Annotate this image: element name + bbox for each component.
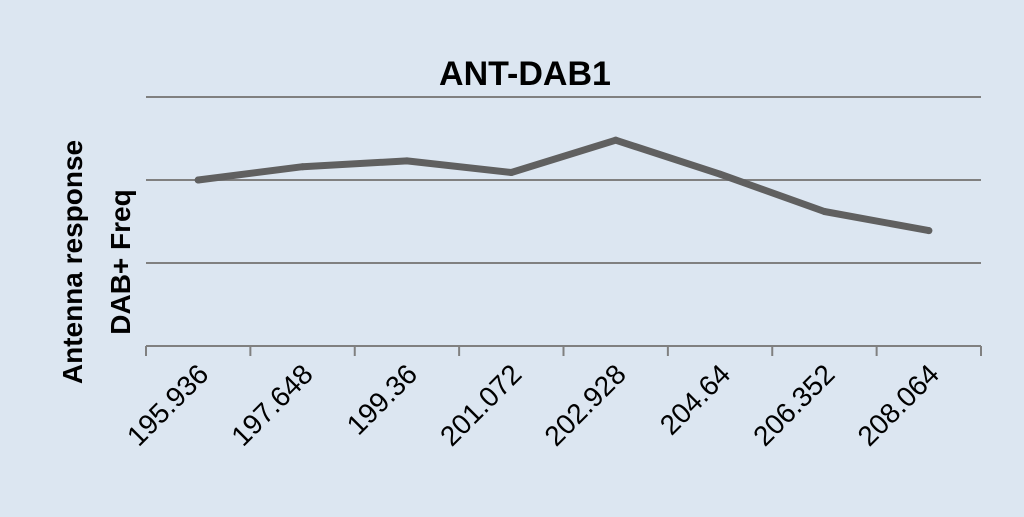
data-point — [194, 176, 202, 184]
x-axis — [145, 345, 982, 356]
x-tick-label: 202.928 — [538, 358, 631, 451]
x-tick-label: 204.64 — [654, 358, 736, 440]
data-point — [820, 208, 828, 216]
x-tick-label: 197.648 — [225, 358, 318, 451]
x-tick-label: 201.072 — [434, 358, 527, 451]
x-tick-label: 195.936 — [121, 358, 214, 451]
data-point — [299, 163, 307, 171]
series-layer — [194, 136, 933, 235]
data-point — [403, 157, 411, 165]
series-line — [194, 136, 933, 235]
y-axis-label-line-2: DAB+ Freq — [105, 189, 136, 334]
data-point — [612, 136, 620, 144]
x-tick-labels: 195.936 197.648 199.36 201.072 202.928 204.64… — [121, 358, 945, 451]
chart-title: ANT-DAB1 — [439, 55, 611, 93]
x-tick-label: 208.064 — [852, 358, 945, 451]
gridlines — [146, 96, 981, 264]
x-tick-label: 206.352 — [747, 358, 840, 451]
x-tick-label: 199.36 — [341, 358, 423, 440]
data-point — [925, 227, 933, 235]
data-point — [507, 169, 515, 177]
y-axis-label-line-1: Antenna response — [57, 140, 88, 384]
data-point — [716, 170, 724, 178]
y-axis-label: Antenna response DAB+ Freq — [57, 140, 136, 384]
